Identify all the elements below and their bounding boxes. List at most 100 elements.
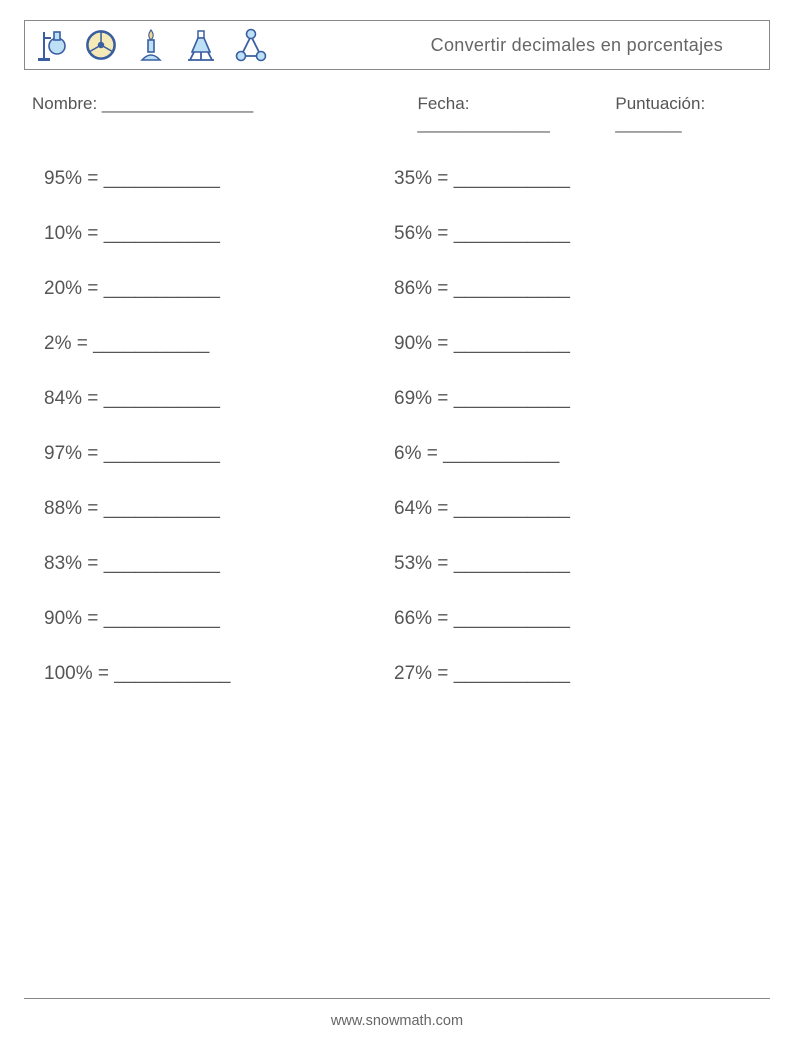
problem-value: 2% [44, 333, 71, 354]
problem-value: 100% [44, 663, 93, 684]
answer-blank: ___________ [104, 278, 220, 299]
problem-value: 6% [394, 443, 421, 464]
answer-blank: ___________ [454, 608, 570, 629]
equals-sign: = [432, 168, 454, 189]
equals-sign: = [432, 498, 454, 519]
problem-line: 84% = ___________ [44, 388, 394, 410]
problem-value: 10% [44, 223, 82, 244]
problem-line: 88% = ___________ [44, 498, 394, 520]
problem-value: 53% [394, 553, 432, 574]
answer-blank: ___________ [104, 168, 220, 189]
meta-right-group: Fecha: ______________ Puntuación: ______… [417, 94, 770, 134]
answer-blank: ___________ [454, 553, 570, 574]
problem-value: 90% [394, 333, 432, 354]
problem-line: 53% = ___________ [394, 553, 744, 575]
equals-sign: = [421, 443, 443, 464]
problems-grid: 95% = ___________10% = ___________20% = … [24, 168, 770, 685]
equals-sign: = [82, 223, 104, 244]
problems-col-1: 95% = ___________10% = ___________20% = … [44, 168, 394, 685]
footer: www.snowmath.com [0, 998, 794, 1029]
meta-row: Nombre: ________________ Fecha: ________… [24, 94, 770, 134]
equals-sign: = [82, 498, 104, 519]
problem-value: 90% [44, 608, 82, 629]
equals-sign: = [432, 608, 454, 629]
problem-value: 88% [44, 498, 82, 519]
molecule-icon [233, 27, 269, 63]
score-field: Puntuación: _______ [615, 94, 770, 134]
answer-blank: ___________ [454, 223, 570, 244]
problem-value: 86% [394, 278, 432, 299]
answer-blank: ___________ [454, 663, 570, 684]
problem-line: 27% = ___________ [394, 663, 744, 685]
equals-sign: = [432, 278, 454, 299]
problem-value: 84% [44, 388, 82, 409]
equals-sign: = [432, 553, 454, 574]
answer-blank: ___________ [454, 333, 570, 354]
equals-sign: = [432, 223, 454, 244]
date-blank: ______________ [417, 114, 549, 133]
answer-blank: ___________ [454, 168, 570, 189]
problem-value: 27% [394, 663, 432, 684]
answer-blank: ___________ [104, 443, 220, 464]
problem-value: 56% [394, 223, 432, 244]
name-field: Nombre: ________________ [32, 94, 417, 134]
date-field: Fecha: ______________ [417, 94, 599, 134]
problem-line: 86% = ___________ [394, 278, 744, 300]
problem-line: 66% = ___________ [394, 608, 744, 630]
equals-sign: = [432, 388, 454, 409]
equals-sign: = [82, 608, 104, 629]
retort-stand-icon [33, 27, 69, 63]
problem-line: 2% = ___________ [44, 333, 394, 355]
answer-blank: ___________ [454, 498, 570, 519]
problem-line: 100% = ___________ [44, 663, 394, 685]
score-label: Puntuación: [615, 94, 705, 113]
name-label: Nombre: [32, 94, 97, 113]
radiation-icon [83, 27, 119, 63]
problem-line: 35% = ___________ [394, 168, 744, 190]
problem-value: 69% [394, 388, 432, 409]
equals-sign: = [82, 443, 104, 464]
problems-col-2: 35% = ___________56% = ___________86% = … [394, 168, 744, 685]
problem-value: 95% [44, 168, 82, 189]
problem-value: 83% [44, 553, 82, 574]
equals-sign: = [82, 553, 104, 574]
problem-value: 20% [44, 278, 82, 299]
equals-sign: = [432, 333, 454, 354]
answer-blank: ___________ [443, 443, 559, 464]
problem-line: 69% = ___________ [394, 388, 744, 410]
bunsen-burner-icon [133, 27, 169, 63]
problem-line: 20% = ___________ [44, 278, 394, 300]
answer-blank: ___________ [104, 608, 220, 629]
problem-line: 56% = ___________ [394, 223, 744, 245]
answer-blank: ___________ [454, 388, 570, 409]
erlenmeyer-icon [183, 27, 219, 63]
problem-line: 95% = ___________ [44, 168, 394, 190]
problem-line: 83% = ___________ [44, 553, 394, 575]
problem-line: 90% = ___________ [394, 333, 744, 355]
problem-line: 64% = ___________ [394, 498, 744, 520]
worksheet-title: Convertir decimales en porcentajes [431, 35, 753, 56]
equals-sign: = [93, 663, 115, 684]
name-blank: ________________ [102, 94, 253, 113]
problem-value: 64% [394, 498, 432, 519]
date-label: Fecha: [417, 94, 469, 113]
score-blank: _______ [615, 114, 681, 133]
problem-value: 97% [44, 443, 82, 464]
equals-sign: = [432, 663, 454, 684]
problem-line: 90% = ___________ [44, 608, 394, 630]
problem-line: 97% = ___________ [44, 443, 394, 465]
worksheet-page: Convertir decimales en porcentajes Nombr… [0, 0, 794, 1053]
answer-blank: ___________ [93, 333, 209, 354]
problem-line: 6% = ___________ [394, 443, 744, 465]
header-icons-row [33, 27, 269, 63]
equals-sign: = [82, 168, 104, 189]
answer-blank: ___________ [454, 278, 570, 299]
answer-blank: ___________ [104, 223, 220, 244]
answer-blank: ___________ [104, 498, 220, 519]
answer-blank: ___________ [114, 663, 230, 684]
equals-sign: = [82, 388, 104, 409]
equals-sign: = [71, 333, 93, 354]
problem-value: 35% [394, 168, 432, 189]
footer-url: www.snowmath.com [331, 1013, 463, 1029]
answer-blank: ___________ [104, 553, 220, 574]
